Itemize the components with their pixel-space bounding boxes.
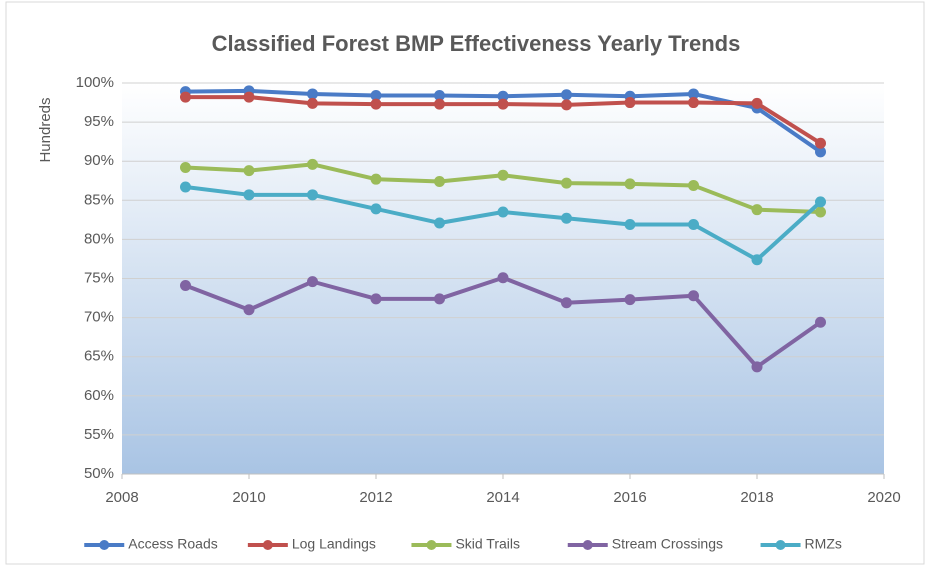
legend-label: Skid Trails — [455, 536, 520, 552]
data-point — [434, 176, 445, 188]
data-point — [688, 97, 699, 109]
data-point — [624, 294, 636, 306]
x-tick-label: 2010 — [232, 489, 265, 506]
data-point — [561, 297, 572, 309]
data-point — [751, 254, 763, 266]
data-point — [307, 158, 318, 170]
data-point — [370, 90, 382, 102]
data-point — [497, 169, 509, 181]
data-point — [434, 90, 445, 102]
data-point — [751, 361, 763, 373]
y-tick-label: 55% — [84, 426, 114, 443]
data-point — [815, 196, 826, 208]
x-tick-label: 2008 — [105, 489, 138, 506]
data-point — [815, 146, 826, 158]
legend-label: Stream Crossings — [612, 536, 723, 552]
data-point — [688, 219, 699, 231]
y-axis-label: Hundreds — [37, 97, 54, 162]
data-point — [370, 203, 382, 215]
data-point — [180, 280, 191, 292]
data-point — [243, 304, 255, 316]
y-tick-label: 75% — [84, 269, 114, 286]
data-point — [497, 206, 509, 218]
x-tick-label: 2018 — [740, 489, 773, 506]
data-point — [751, 97, 763, 109]
data-point — [815, 137, 826, 149]
data-point — [307, 189, 318, 201]
data-point — [497, 272, 509, 284]
data-point — [180, 91, 191, 103]
legend-marker — [426, 540, 437, 550]
y-tick-label: 90% — [84, 152, 114, 169]
legend-label: Access Roads — [128, 536, 217, 552]
y-tick-label: 80% — [84, 230, 114, 247]
legend-marker — [582, 540, 593, 550]
data-point — [243, 91, 255, 103]
data-point — [561, 99, 572, 111]
data-point — [180, 181, 191, 193]
data-point — [815, 316, 826, 328]
x-tick-label: 2020 — [867, 489, 900, 506]
data-point — [751, 204, 763, 216]
data-point — [307, 97, 318, 109]
data-point — [624, 178, 636, 190]
data-point — [688, 290, 699, 302]
legend-label: Log Landings — [292, 536, 376, 552]
data-point — [561, 212, 572, 224]
y-tick-label: 85% — [84, 191, 114, 208]
y-tick-label: 50% — [84, 465, 114, 482]
data-point — [497, 98, 509, 110]
y-tick-label: 60% — [84, 387, 114, 404]
data-point — [243, 189, 255, 201]
y-tick-label: 65% — [84, 348, 114, 365]
y-tick-label: 100% — [76, 74, 114, 91]
data-point — [434, 98, 445, 110]
data-point — [688, 179, 699, 191]
y-tick-label: 95% — [84, 113, 114, 130]
x-tick-label: 2016 — [613, 489, 646, 506]
legend-label: RMZs — [805, 536, 842, 552]
data-point — [307, 276, 318, 288]
data-point — [370, 293, 382, 305]
data-point — [307, 88, 318, 100]
data-point — [434, 217, 445, 229]
legend-marker — [99, 540, 110, 550]
data-point — [561, 177, 572, 189]
legend-marker — [775, 540, 786, 550]
y-tick-label: 70% — [84, 309, 114, 326]
x-tick-label: 2012 — [359, 489, 392, 506]
data-point — [370, 98, 382, 110]
data-point — [624, 97, 636, 109]
data-point — [243, 165, 255, 177]
data-point — [624, 219, 636, 231]
legend-marker — [262, 540, 273, 550]
chart-title: Classified Forest BMP Effectiveness Year… — [212, 31, 741, 56]
data-point — [815, 206, 826, 218]
x-tick-label: 2014 — [486, 489, 519, 506]
data-point — [370, 173, 382, 185]
data-point — [180, 161, 191, 173]
data-point — [688, 88, 699, 100]
data-point — [497, 90, 509, 102]
data-point — [434, 293, 445, 305]
data-point — [561, 89, 572, 101]
